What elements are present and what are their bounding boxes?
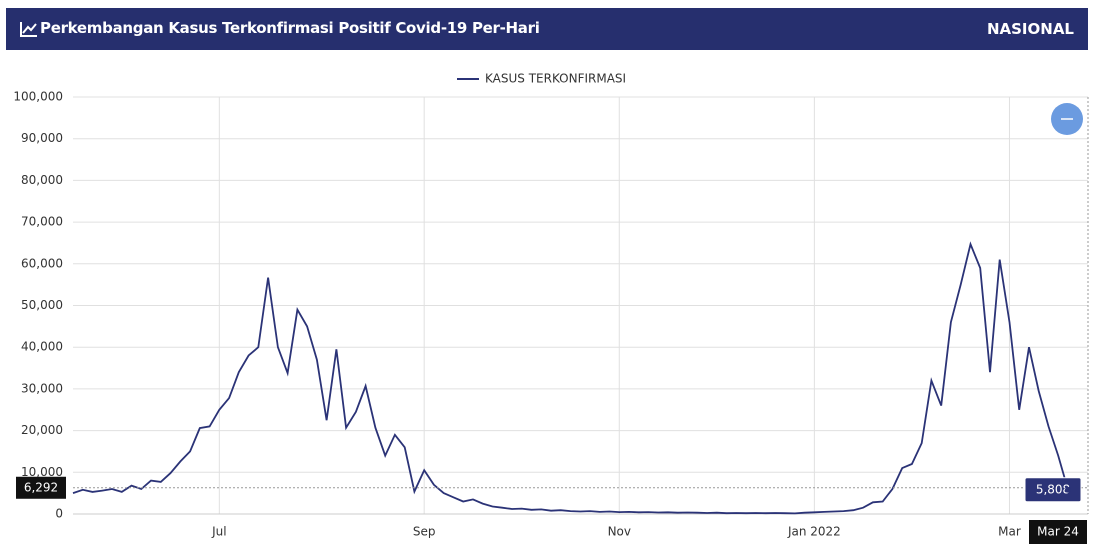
tooltip-box [1024, 477, 1082, 503]
crosshair-y-box [16, 476, 66, 499]
x-tick-label: Jul [211, 525, 226, 539]
y-tick-label: 50,000 [21, 298, 63, 312]
x-tick-label: Mar [998, 525, 1021, 539]
header: Perkembangan Kasus Terkonfirmasi Positif… [6, 8, 1088, 50]
legend-label: KASUS TERKONFIRMASI [485, 72, 626, 86]
y-tick-label: 40,000 [21, 340, 63, 354]
y-tick-label: 60,000 [21, 256, 63, 270]
x-tick-label: Nov [608, 525, 631, 539]
tooltip-marker [1065, 486, 1071, 493]
y-tick-label: 10,000 [21, 465, 63, 479]
chart-icon [20, 22, 37, 37]
y-tick-label: 100,000 [13, 90, 63, 104]
x-tick-label: Sep [413, 525, 436, 539]
tooltip-value: 5,808 [1036, 482, 1070, 496]
header-title: Perkembangan Kasus Terkonfirmasi Positif… [40, 19, 540, 37]
tooltip-date: Mar 24 [1037, 525, 1079, 539]
tooltip-date-box [1029, 520, 1087, 544]
data-line [72, 241, 1069, 515]
y-tick-label: 20,000 [21, 423, 63, 437]
crosshair-y-label: 6,292 [24, 480, 58, 494]
y-tick-label: 70,000 [21, 215, 63, 229]
header-scope: NASIONAL [986, 20, 1074, 38]
y-tick-label: 0 [55, 507, 63, 521]
x-tick-label: Jan 2022 [787, 525, 841, 539]
y-tick-label: 90,000 [21, 131, 63, 145]
y-tick-label: 30,000 [21, 381, 63, 395]
y-tick-label: 80,000 [21, 173, 63, 187]
